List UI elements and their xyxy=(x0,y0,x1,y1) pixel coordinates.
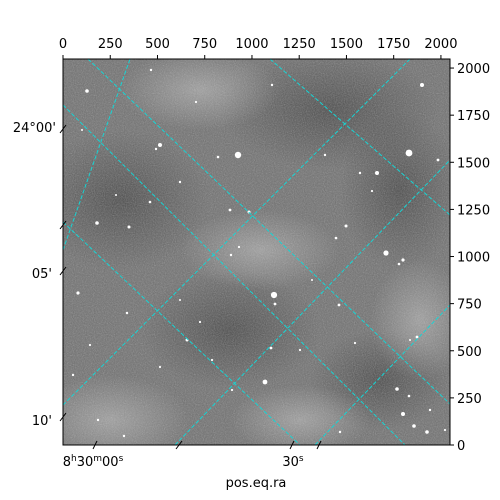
star xyxy=(407,394,411,398)
star xyxy=(420,83,424,87)
dec-tick-label: 10' xyxy=(32,414,52,429)
star xyxy=(234,151,242,159)
top-tick-label: 1750 xyxy=(377,37,410,52)
top-tick-label: 750 xyxy=(192,37,217,52)
star xyxy=(216,155,220,159)
star xyxy=(178,180,182,184)
star xyxy=(405,149,413,157)
star xyxy=(397,262,401,266)
star xyxy=(425,430,429,434)
top-tick-label: 1000 xyxy=(235,37,268,52)
star xyxy=(415,335,419,339)
coordinate-grid xyxy=(63,59,450,445)
right-y-axis: 0 250 500 750 1000 1250 1500 1750 2000 xyxy=(450,62,490,454)
star xyxy=(198,320,202,324)
star xyxy=(334,236,338,240)
right-tick-label: 1250 xyxy=(457,203,490,218)
top-tick-label: 0 xyxy=(59,37,67,52)
star xyxy=(443,428,447,432)
top-x-axis: 0 250 500 750 1000 1250 1500 1750 2000 xyxy=(59,37,457,59)
star xyxy=(76,291,80,295)
star xyxy=(96,418,100,422)
top-tick-label: 500 xyxy=(145,37,170,52)
ra-tick-label: 8h30m00s xyxy=(63,454,124,470)
star xyxy=(81,129,83,131)
grid-line xyxy=(174,159,450,445)
star xyxy=(401,258,405,262)
star xyxy=(127,225,131,229)
star xyxy=(269,346,273,350)
top-tick-label: 2000 xyxy=(424,37,457,52)
star xyxy=(95,221,99,225)
right-tick-label: 0 xyxy=(457,439,465,454)
right-tick-label: 1000 xyxy=(457,251,490,266)
sky-image xyxy=(63,59,450,445)
star xyxy=(323,153,327,157)
star xyxy=(237,245,241,249)
star xyxy=(358,171,362,175)
ra-tick-label: 30s xyxy=(282,454,304,470)
plot-frame xyxy=(62,58,451,446)
grid-line xyxy=(87,59,450,405)
dec-tick-label: 24°00' xyxy=(13,121,56,136)
right-tick-label: 250 xyxy=(457,392,482,407)
star xyxy=(122,434,126,438)
grid-line xyxy=(63,59,131,251)
star xyxy=(88,343,92,347)
star xyxy=(409,339,411,341)
star xyxy=(194,100,198,104)
star xyxy=(154,147,158,151)
grid-line xyxy=(63,221,301,445)
star xyxy=(158,143,162,147)
star xyxy=(375,171,379,175)
star xyxy=(412,424,416,428)
star xyxy=(71,373,75,377)
left-dec-axis: 24°00' 05' 10' xyxy=(13,121,67,429)
grid-line xyxy=(314,304,450,445)
star xyxy=(395,387,399,391)
right-tick-label: 500 xyxy=(457,345,482,360)
grid-line xyxy=(63,104,406,445)
top-tick-label: 250 xyxy=(98,37,123,52)
x-axis-label: pos.eq.ra xyxy=(226,476,287,491)
star xyxy=(344,224,348,228)
star xyxy=(125,311,129,315)
star xyxy=(210,358,214,362)
grid-line xyxy=(63,59,411,406)
star xyxy=(262,379,268,385)
right-tick-label: 2000 xyxy=(457,62,490,77)
right-tick-label: 750 xyxy=(457,298,482,313)
bottom-ra-axis: 8h30m00s 30s xyxy=(63,440,322,470)
star xyxy=(229,253,233,257)
star xyxy=(436,158,440,162)
star xyxy=(338,430,342,434)
star xyxy=(230,388,234,392)
star xyxy=(383,250,389,256)
right-tick-label: 1500 xyxy=(457,156,490,171)
star xyxy=(311,279,313,281)
star xyxy=(337,303,341,307)
star xyxy=(270,291,278,299)
star xyxy=(428,408,432,412)
star xyxy=(158,365,162,369)
star xyxy=(270,83,274,87)
star xyxy=(179,299,181,301)
star xyxy=(401,412,405,416)
right-tick-label: 1750 xyxy=(457,109,490,124)
grid-line xyxy=(269,59,450,216)
star xyxy=(353,341,357,345)
top-tick-label: 1250 xyxy=(283,37,316,52)
stars xyxy=(71,68,447,438)
star xyxy=(148,200,152,204)
top-tick-label: 1500 xyxy=(330,37,363,52)
star xyxy=(273,302,277,306)
star xyxy=(115,194,117,196)
star xyxy=(228,208,232,212)
star xyxy=(85,89,89,93)
star xyxy=(149,68,153,72)
star xyxy=(370,189,374,193)
star xyxy=(298,348,302,352)
dec-tick-label: 05' xyxy=(32,267,52,282)
